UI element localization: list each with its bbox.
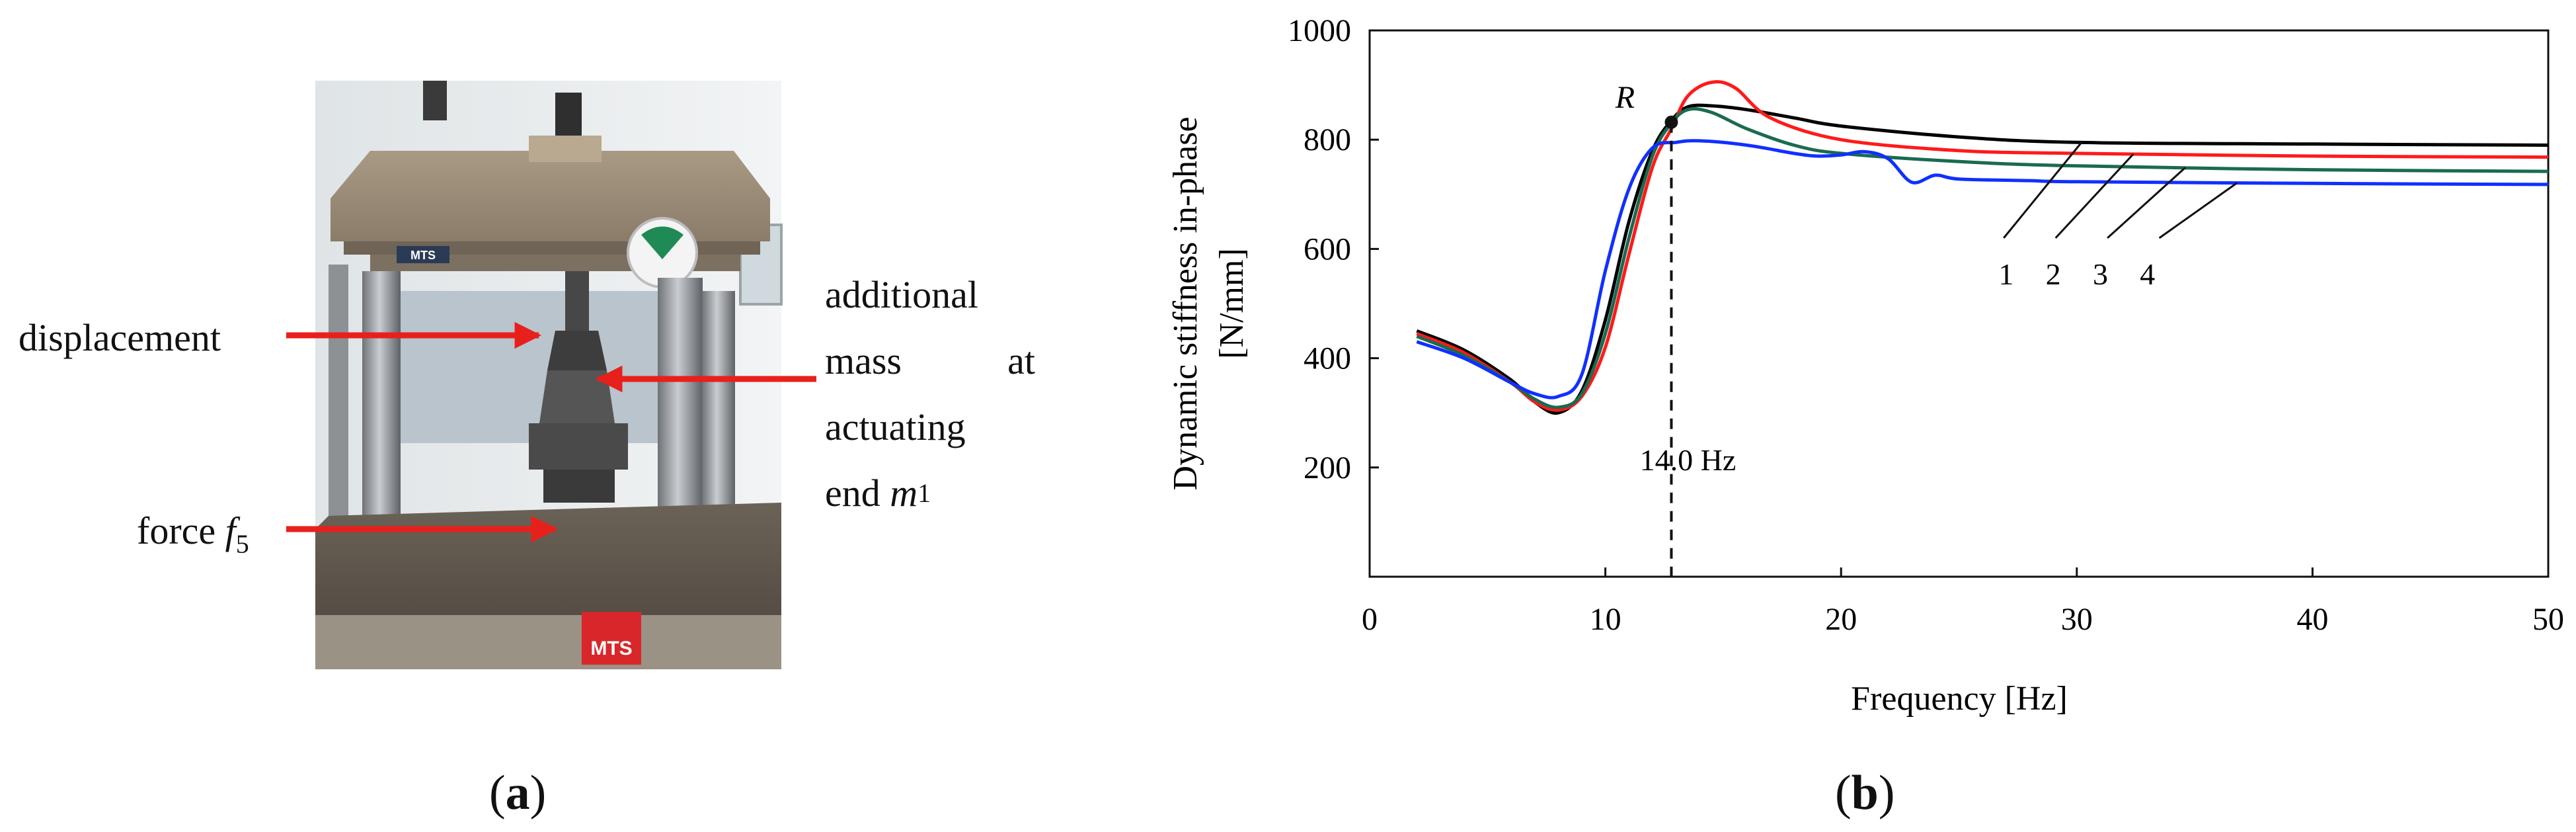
- force-word: force: [137, 509, 216, 552]
- curve-series-1: [1416, 103, 2549, 415]
- mts-plate-text: MTS: [410, 249, 436, 262]
- mass-line4: end: [825, 472, 880, 515]
- x-tick-label: 0: [1362, 602, 1378, 637]
- y-tick-label: 1000: [1288, 13, 1351, 48]
- leader-line-3: [2107, 167, 2186, 239]
- series-number-2: 2: [2046, 257, 2061, 291]
- series-number-1: 1: [1998, 257, 2013, 291]
- y-tick-label: 400: [1304, 341, 1351, 376]
- y-axis-label-line2: [N/mm]: [1213, 248, 1251, 359]
- force-symbol: f: [225, 509, 236, 552]
- series-number-3: 3: [2093, 257, 2108, 291]
- force-subscript: 5: [235, 529, 249, 559]
- panel-b-caption: (b): [1835, 766, 1895, 820]
- x-tick-label: 50: [2532, 602, 2564, 637]
- curve-series-2: [1416, 80, 2549, 412]
- frequency-annotation: 14.0 Hz: [1640, 443, 1737, 477]
- y-axis-label-line1: Dynamic stiffness in-phase: [1167, 116, 1204, 490]
- x-tick-label: 30: [2061, 602, 2093, 637]
- mass-line2-a: mass: [825, 339, 902, 382]
- point-r-marker: [1664, 115, 1678, 129]
- mass-line1: additional: [825, 273, 978, 316]
- panel-a-letter: a: [505, 766, 530, 820]
- x-tick-label: 10: [1590, 602, 1621, 637]
- leader-line-4: [2158, 182, 2238, 239]
- y-tick-label: 600: [1304, 231, 1351, 267]
- mass-line2-b: at: [1007, 339, 1035, 382]
- mass-subscript: 1: [917, 478, 931, 508]
- x-axis-label: Frequency [Hz]: [1851, 680, 2068, 718]
- panel-a-caption: (a): [489, 766, 547, 820]
- mass-line3: actuating: [825, 405, 966, 448]
- x-tick-label: 20: [1825, 602, 1857, 637]
- plot-frame: [1368, 29, 2550, 578]
- series-number-4: 4: [2140, 257, 2155, 291]
- curve-series-4: [1416, 139, 2549, 399]
- force-label: force f5: [137, 512, 249, 558]
- test-machine-photo: MTS MTS: [315, 81, 783, 669]
- point-r-label: R: [1615, 80, 1635, 115]
- mts-badge-text: MTS: [590, 638, 632, 659]
- displacement-label: displacement: [19, 316, 221, 359]
- x-tick-label: 40: [2296, 602, 2328, 637]
- leader-line-2: [2054, 153, 2134, 239]
- y-tick-label: 800: [1304, 122, 1351, 157]
- y-tick-label: 200: [1304, 450, 1351, 485]
- leader-line-1: [2003, 142, 2083, 239]
- panel-b-letter: b: [1851, 766, 1879, 820]
- curve-series-3: [1416, 107, 2549, 409]
- mass-symbol: m: [890, 472, 918, 515]
